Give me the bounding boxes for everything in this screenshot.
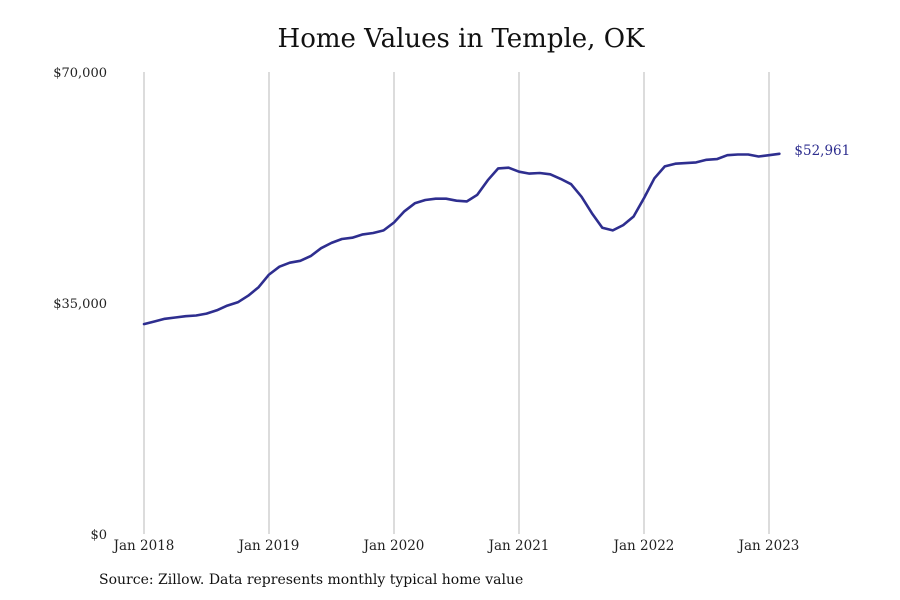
y-tick-label: $0 [90, 528, 107, 543]
source-note: Source: Zillow. Data represents monthly … [99, 572, 524, 588]
chart-title: Home Values in Temple, OK [277, 24, 645, 54]
x-tick-label: Jan 2023 [737, 538, 800, 554]
series-line [142, 152, 781, 326]
y-tick-label: $35,000 [53, 297, 107, 312]
series-layer: $52,961 [142, 143, 850, 326]
y-tick-label: $70,000 [53, 66, 107, 81]
x-tick-label: Jan 2019 [237, 538, 300, 554]
end-value-label: $52,961 [794, 143, 850, 159]
x-tick-label: Jan 2020 [362, 538, 425, 554]
x-tick-label: Jan 2022 [612, 538, 675, 554]
grid-layer [143, 72, 770, 534]
y-axis-ticks: $0 $35,000 $70,000 [53, 66, 107, 543]
x-tick-label: Jan 2021 [487, 538, 550, 554]
x-tick-label: Jan 2018 [112, 538, 175, 554]
x-axis-ticks: Jan 2018 Jan 2019 Jan 2020 Jan 2021 Jan 2022… [112, 538, 800, 554]
